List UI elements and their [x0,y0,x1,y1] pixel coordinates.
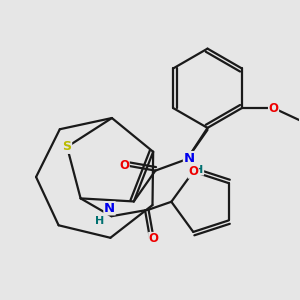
Text: H: H [95,216,104,226]
Text: N: N [104,202,115,215]
Text: O: O [119,159,129,172]
Text: O: O [188,165,198,178]
Text: O: O [149,232,159,245]
Text: H: H [194,165,204,175]
Text: N: N [184,152,195,165]
Text: S: S [63,140,72,153]
Text: O: O [268,102,278,115]
